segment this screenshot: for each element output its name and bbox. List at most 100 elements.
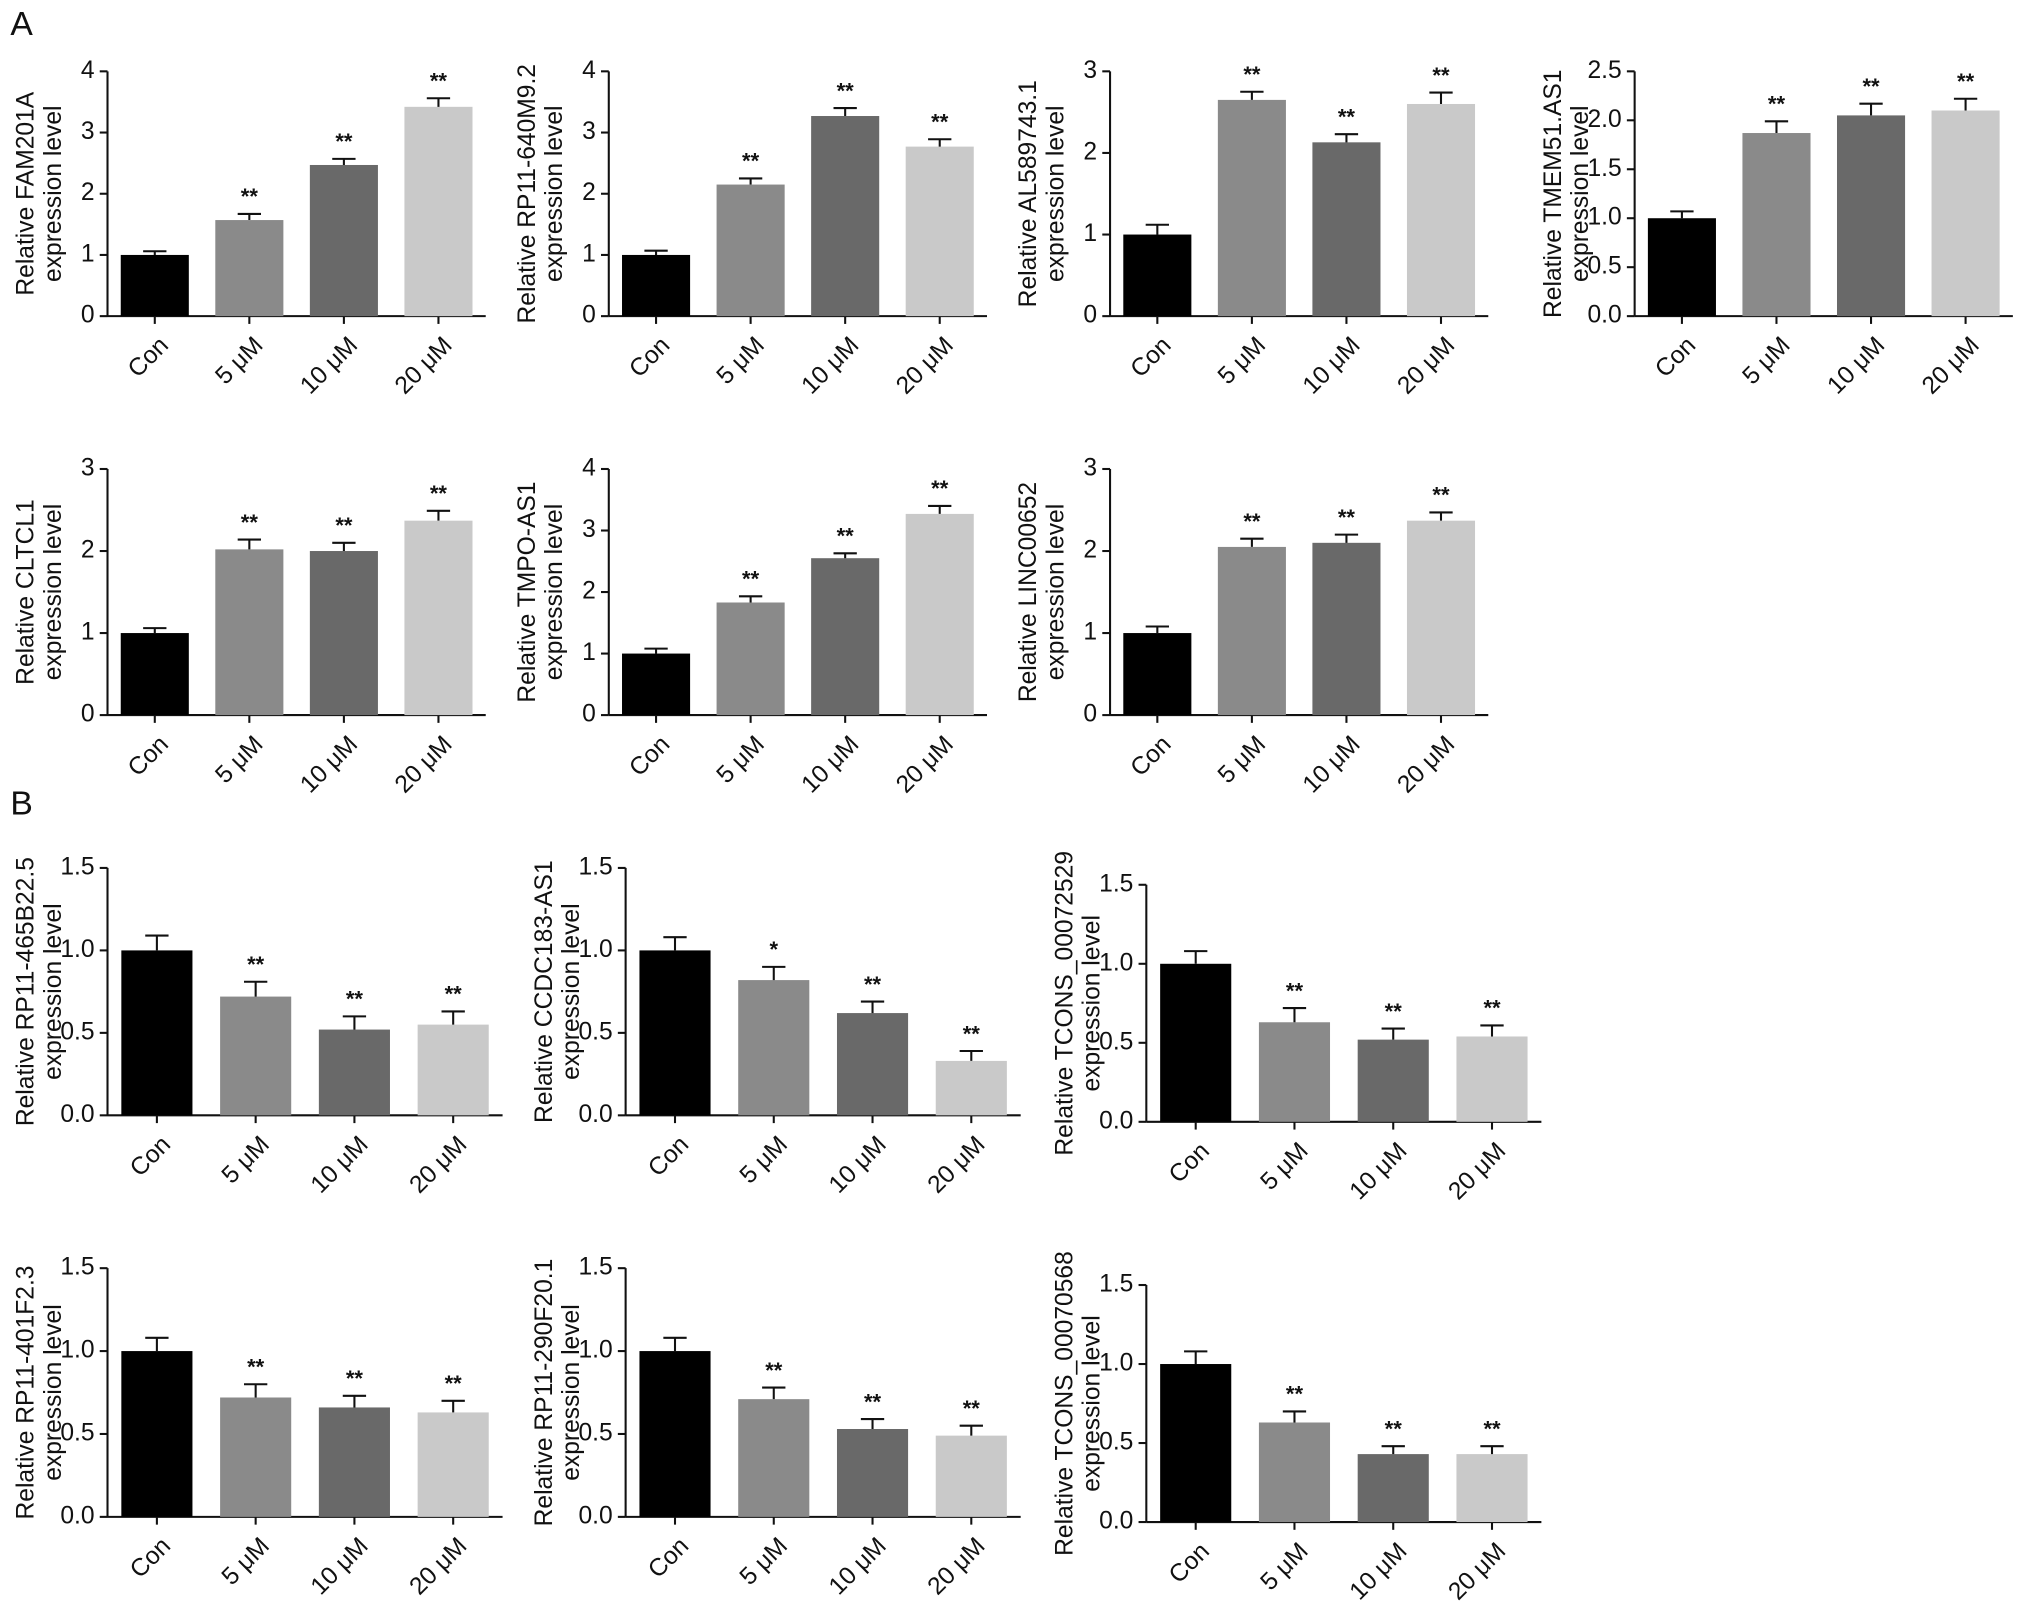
significance-label: **	[1385, 1416, 1403, 1441]
significance-label: **	[445, 1371, 463, 1396]
significance-label: **	[1286, 1382, 1304, 1407]
bar	[1406, 520, 1476, 716]
error-bar	[243, 1383, 268, 1398]
bar	[811, 558, 880, 716]
y-tick-label: 1	[81, 619, 95, 646]
significance-label: **	[1432, 63, 1450, 88]
y-axis-label: expression level	[541, 106, 568, 282]
y-axis-label: Relative FAM201A	[13, 91, 40, 295]
bar	[836, 1013, 909, 1116]
error-bar	[959, 1049, 983, 1061]
bar	[622, 653, 691, 716]
y-tick-label: 0	[81, 302, 95, 329]
significance-label: **	[765, 1358, 783, 1383]
error-bar	[959, 1424, 983, 1436]
y-tick-label: 0.0	[578, 1101, 612, 1128]
x-tick-label: Con	[1164, 1137, 1215, 1188]
error-bar	[1381, 1445, 1405, 1455]
significance-label: **	[931, 476, 949, 501]
error-bar	[1480, 1024, 1504, 1037]
x-tick-label: 5 μM	[735, 1131, 793, 1189]
y-tick-label: 1.5	[1587, 155, 1621, 182]
error-bar	[1145, 223, 1169, 235]
y-tick-label: 0.5	[1099, 1429, 1133, 1456]
significance-label: **	[931, 110, 949, 135]
bar	[1123, 234, 1192, 317]
y-tick-label: 2	[1083, 138, 1097, 165]
y-tick-label: 3	[81, 118, 95, 145]
x-tick-label: 5 μM	[1213, 332, 1271, 390]
error-bar	[1282, 1006, 1307, 1023]
x-tick-label: 5 μM	[1256, 1137, 1314, 1195]
bar	[836, 1428, 909, 1517]
significance-label: **	[864, 972, 882, 997]
y-tick-label: 3	[1083, 454, 1097, 481]
bar	[120, 633, 189, 716]
significance-label: **	[837, 524, 855, 549]
x-tick-label: 10 μM	[1822, 332, 1890, 400]
error-bar	[1282, 1410, 1307, 1423]
significance-label: **	[742, 149, 760, 174]
y-axis-label: Relative AL589743.1	[1015, 80, 1042, 307]
significance-label: **	[1483, 1416, 1501, 1441]
bar	[1258, 1022, 1331, 1122]
y-axis-label: expression level	[40, 1304, 67, 1480]
x-tick-label: 10 μM	[306, 1131, 374, 1199]
bar	[639, 950, 711, 1116]
x-tick-label: 10 μM	[824, 1533, 892, 1601]
error-bar	[1184, 950, 1208, 964]
y-tick-label: 1.0	[60, 1337, 94, 1364]
bar	[404, 106, 473, 317]
y-tick-label: 1.5	[60, 1254, 94, 1281]
panel-label: A	[10, 6, 33, 43]
x-tick-label: Con	[1126, 731, 1177, 782]
panel-label: B	[10, 786, 32, 823]
x-tick-label: 10 μM	[306, 1533, 374, 1601]
x-tick-label: Con	[643, 1131, 694, 1182]
error-bar	[1764, 120, 1789, 134]
significance-label: **	[1243, 509, 1261, 534]
bar	[318, 1029, 390, 1116]
y-tick-label: 2	[81, 179, 95, 206]
y-tick-label: 1	[582, 639, 596, 666]
y-tick-label: 0.5	[578, 1419, 612, 1446]
x-tick-label: 5 μM	[1256, 1538, 1314, 1596]
error-bar	[1480, 1445, 1504, 1455]
y-axis-label: expression level	[1079, 1315, 1106, 1491]
significance-label: **	[430, 481, 448, 506]
bar	[1160, 963, 1232, 1122]
significance-label: **	[1957, 69, 1975, 94]
y-tick-label: 0	[582, 302, 596, 329]
bar	[639, 1351, 711, 1517]
bar	[1217, 546, 1286, 716]
y-tick-label: 0.5	[60, 1419, 94, 1446]
significance-label: **	[1862, 74, 1880, 99]
y-tick-label: 3	[582, 118, 596, 145]
error-bar	[1334, 133, 1359, 143]
x-tick-label: 20 μM	[1917, 332, 1985, 400]
y-tick-label: 0.0	[1587, 302, 1621, 329]
y-tick-label: 0.5	[578, 1018, 612, 1045]
bar	[1742, 133, 1811, 317]
bar	[1123, 633, 1192, 716]
y-axis-label: Relative RP11-465B22.5	[13, 857, 40, 1126]
error-bar	[342, 1015, 367, 1030]
y-tick-label: 0.5	[1587, 253, 1621, 280]
error-bar	[738, 595, 763, 603]
x-tick-label: Con	[1650, 332, 1701, 383]
y-axis-label: Relative CLTCL1	[13, 499, 40, 685]
error-bar	[342, 1394, 367, 1408]
y-tick-label: 0.0	[60, 1502, 94, 1529]
significance-label: **	[346, 987, 364, 1012]
bar	[1258, 1422, 1331, 1523]
bar	[1160, 1364, 1232, 1523]
bar	[738, 1399, 810, 1517]
y-tick-label: 2	[582, 179, 596, 206]
bar	[716, 602, 785, 716]
y-tick-label: 1.0	[60, 936, 94, 963]
bar	[309, 164, 378, 317]
x-tick-label: 5 μM	[210, 332, 268, 390]
x-tick-label: 5 μM	[217, 1533, 275, 1591]
significance-label: **	[335, 513, 353, 538]
